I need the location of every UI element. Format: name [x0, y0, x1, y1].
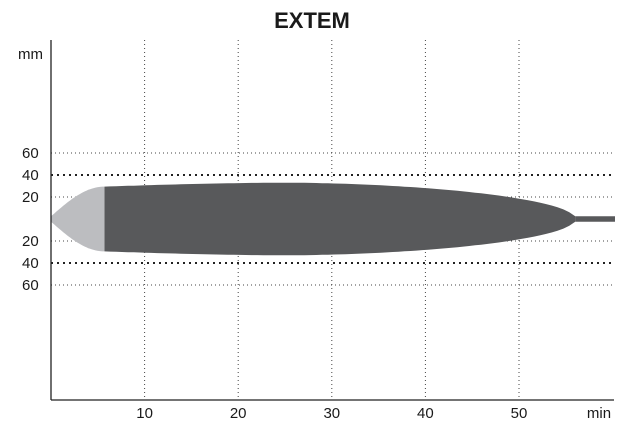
y-tick-label: 40 — [22, 167, 39, 184]
x-unit-label: min — [587, 405, 611, 421]
axes — [50, 40, 614, 401]
x-tick-label: 40 — [417, 405, 434, 421]
clot-trace — [51, 182, 615, 256]
y-tick-label: 20 — [22, 189, 39, 206]
tick-labels: 10 20 30 40 50 60 40 20 20 40 60 — [22, 145, 527, 421]
y-unit-label: mm — [18, 46, 43, 63]
x-tick-label: 50 — [511, 405, 528, 421]
y-tick-label: 20 — [22, 233, 39, 250]
y-tick-label: 40 — [22, 255, 39, 272]
y-tick-label: 60 — [22, 145, 39, 162]
x-tick-label: 30 — [323, 405, 340, 421]
chart-title: EXTEM — [274, 8, 350, 33]
main-trace — [104, 182, 576, 256]
x-tick-label: 10 — [136, 405, 153, 421]
y-tick-label: 60 — [22, 277, 39, 294]
lysis-tail — [575, 216, 615, 222]
clotting-phase-trace — [51, 186, 105, 252]
x-tick-label: 20 — [230, 405, 247, 421]
